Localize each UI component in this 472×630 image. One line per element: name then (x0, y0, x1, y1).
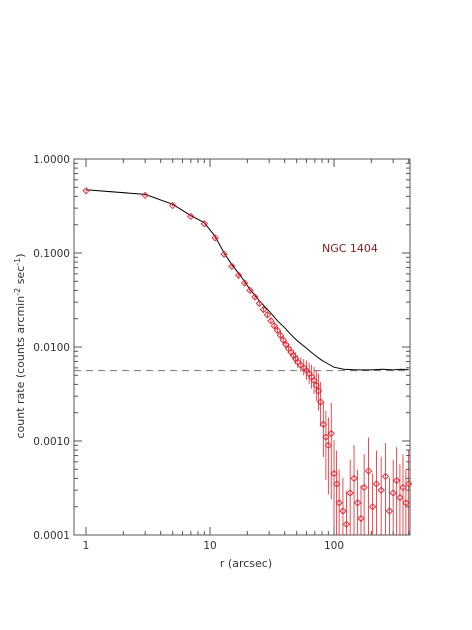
data-point-diamond (187, 212, 195, 221)
data-point-diamond (350, 474, 358, 483)
data-point-diamond (255, 299, 263, 308)
data-point-diamond (330, 469, 338, 478)
x-tick-label: 1 (83, 540, 90, 552)
data-point-diamond (385, 507, 394, 515)
data-point-diamond (372, 480, 381, 488)
data-point-diamond (141, 191, 149, 200)
data-point-diamond (389, 489, 397, 497)
data-point-diamond (267, 317, 275, 325)
data-point-diamond (396, 493, 404, 502)
plot-frame (73, 158, 411, 536)
y-axis-label-main: count rate (counts arcmin (14, 296, 27, 439)
data-point-diamond (82, 187, 90, 195)
data-point-diamond (346, 489, 354, 497)
data-point-diamond (273, 326, 282, 335)
y-tick-label: 0.1000 (33, 248, 70, 260)
data-point-diamond (322, 433, 330, 441)
data-point-diamond (200, 220, 208, 228)
data-point-diamond (263, 311, 271, 319)
data-point-diamond (259, 305, 268, 314)
data-point-diamond (335, 499, 343, 507)
data-point-diamond (228, 262, 236, 271)
y-axis-label-mid: sec (14, 266, 27, 288)
data-point-diamond (240, 279, 249, 287)
x-tick-label: 100 (324, 540, 344, 552)
data-point-diamond (393, 476, 401, 485)
x-axis-label: r (arcsec) (220, 557, 272, 570)
data-point-diamond (369, 503, 377, 511)
total-profile-layer (85, 189, 409, 371)
data-point-diamond (327, 429, 335, 438)
y-tick-label: 0.0100 (33, 342, 70, 354)
data-point-diamond (402, 499, 410, 507)
y-tick-label: 1.0000 (33, 154, 70, 166)
data-point-diamond (377, 486, 385, 494)
x-tick-label: 10 (203, 540, 216, 552)
data-point-diamond (279, 336, 287, 344)
data-point-diamond (169, 201, 177, 210)
data-point-diamond (251, 293, 259, 301)
data-point-diamond (316, 398, 325, 406)
data-point-diamond (357, 514, 365, 523)
y-axis-label-exp1: -2 (13, 288, 22, 296)
axis-ticks-layer: 1 10 100 1.0000 0.1000 0.0100 0.0010 0.0001 (33, 154, 410, 552)
plot-frame-layer (73, 158, 411, 536)
data-point-diamond (342, 520, 351, 528)
data-point-diamond (381, 472, 390, 481)
data-point-diamond (339, 507, 347, 515)
y-tick-label: 0.0010 (33, 436, 70, 448)
data-point-diamond (360, 483, 368, 492)
data-point-diamond (220, 250, 228, 258)
data-point-diamond (319, 420, 327, 429)
data-point-diamond (405, 480, 413, 488)
data-point-diamond (324, 441, 332, 449)
data-point-diamond (211, 234, 219, 242)
total-profile-line (85, 189, 409, 371)
data-point-diamond (234, 271, 243, 279)
data-point-diamond (333, 480, 341, 488)
y-tick-label: 0.0001 (33, 530, 70, 542)
y-axis-label-exp2: -1 (13, 258, 22, 266)
y-axis-label-end: ) (14, 253, 27, 257)
data-point-diamond (353, 499, 362, 507)
data-point-diamond (270, 322, 278, 330)
subtracted-profile-layer (82, 187, 413, 535)
data-point-diamond (364, 467, 373, 475)
y-axis-label: count rate (counts arcmin-2 sec-1) (13, 253, 27, 438)
data-point-diamond (246, 286, 254, 295)
data-point-diamond (276, 331, 285, 339)
data-point-diamond (399, 483, 407, 492)
galaxy-annotation: NGC 1404 (322, 242, 378, 255)
